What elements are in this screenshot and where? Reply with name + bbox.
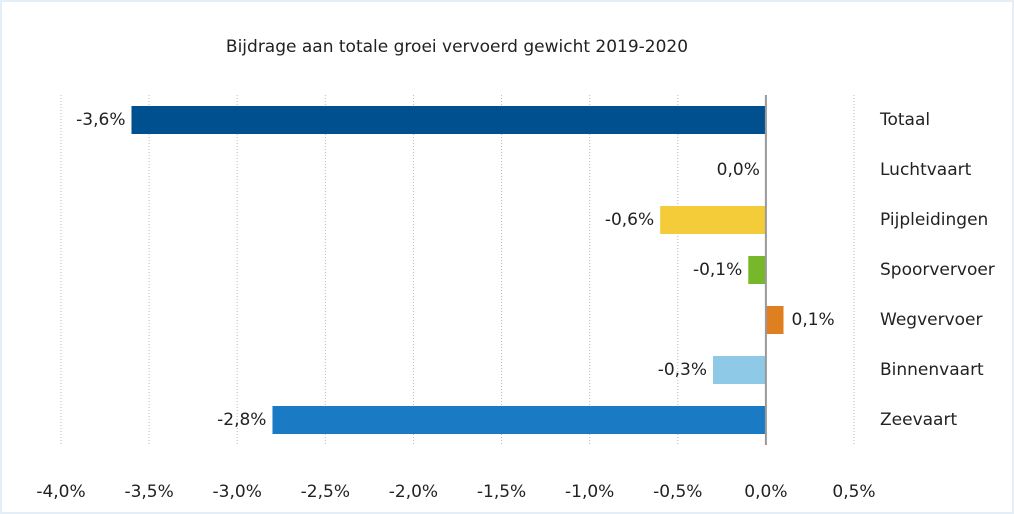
x-tick-label: -1,0% xyxy=(565,482,614,502)
value-label: 0,1% xyxy=(792,310,835,330)
value-label: -3,6% xyxy=(76,110,125,130)
category-label: Zeevaart xyxy=(880,410,957,430)
bar xyxy=(748,256,766,284)
category-label: Pijpleidingen xyxy=(880,210,988,230)
category-label: Luchtvaart xyxy=(880,160,972,180)
value-label: -0,3% xyxy=(658,360,707,380)
bar xyxy=(765,306,784,334)
x-tick-label: 0,5% xyxy=(832,482,875,502)
x-tick-label: -2,5% xyxy=(301,482,350,502)
value-label: -0,6% xyxy=(605,210,654,230)
bar xyxy=(272,406,766,434)
x-tick-label: -4,0% xyxy=(36,482,85,502)
x-tick-label: -3,5% xyxy=(124,482,173,502)
value-label: 0,0% xyxy=(717,160,760,180)
bar xyxy=(660,206,766,234)
chart-title: Bijdrage aan totale groei vervoerd gewic… xyxy=(226,37,688,57)
x-tick-label: -0,5% xyxy=(653,482,702,502)
bar xyxy=(713,356,766,384)
category-label: Binnenvaart xyxy=(880,360,984,380)
category-label: Totaal xyxy=(879,110,930,130)
bar xyxy=(131,106,766,134)
x-tick-label: -1,5% xyxy=(477,482,526,502)
value-label: -0,1% xyxy=(693,260,742,280)
value-label: -2,8% xyxy=(217,410,266,430)
x-tick-label: -2,0% xyxy=(389,482,438,502)
x-tick-label: -3,0% xyxy=(213,482,262,502)
category-label: Wegvervoer xyxy=(880,310,982,330)
category-label: Spoorvervoer xyxy=(880,260,995,280)
x-tick-label: 0,0% xyxy=(744,482,787,502)
